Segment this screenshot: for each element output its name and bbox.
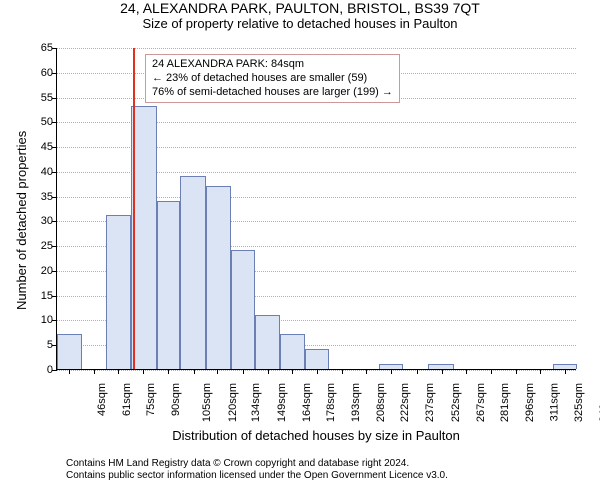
x-tick-label: 325sqm (573, 381, 585, 422)
x-tick (540, 369, 541, 374)
x-tick-label: 164sqm (301, 381, 313, 422)
x-tick (143, 369, 144, 374)
y-tick-label: 40 (41, 166, 57, 178)
x-tick-label: 252sqm (450, 381, 462, 422)
marker-line (133, 48, 135, 369)
x-tick-label: 208sqm (375, 381, 387, 422)
x-tick-label: 90sqm (170, 381, 182, 416)
y-tick-label: 10 (41, 314, 57, 326)
histogram-bar (255, 315, 280, 369)
x-tick-label: 75sqm (145, 381, 157, 416)
x-tick-label: 311sqm (549, 381, 561, 421)
x-tick-label: 296sqm (524, 381, 536, 422)
x-tick (217, 369, 218, 374)
chart-subtitle: Size of property relative to detached ho… (0, 16, 600, 31)
x-tick (69, 369, 70, 374)
x-tick (268, 369, 269, 374)
x-tick (118, 369, 119, 374)
x-tick (342, 369, 343, 374)
histogram-bar (157, 201, 181, 369)
x-tick-label: 134sqm (251, 381, 263, 422)
x-tick-label: 267sqm (475, 381, 487, 422)
plot-area: 0510152025303540455055606546sqm61sqm75sq… (56, 48, 576, 370)
histogram-bar (180, 176, 205, 369)
x-tick (292, 369, 293, 374)
x-tick-label: 149sqm (276, 381, 288, 422)
x-tick-label: 105sqm (202, 381, 214, 422)
x-tick-label: 222sqm (399, 381, 411, 422)
y-tick-label: 30 (41, 215, 57, 227)
x-tick-label: 281sqm (499, 381, 511, 422)
x-tick (466, 369, 467, 374)
x-tick-label: 61sqm (121, 381, 133, 416)
y-tick-label: 45 (41, 141, 57, 153)
y-tick-label: 0 (47, 364, 57, 376)
histogram-bar (131, 106, 156, 369)
chart-container: 24, ALEXANDRA PARK, PAULTON, BRISTOL, BS… (0, 0, 600, 500)
x-tick (442, 369, 443, 374)
x-tick (194, 369, 195, 374)
x-tick (94, 369, 95, 374)
x-tick-label: 193sqm (350, 381, 362, 422)
histogram-bar (206, 186, 231, 369)
x-tick-label: 237sqm (424, 381, 436, 422)
annotation-box: 24 ALEXANDRA PARK: 84sqm← 23% of detache… (145, 54, 400, 103)
x-tick (317, 369, 318, 374)
histogram-bar (106, 215, 131, 369)
footer-line: Contains HM Land Registry data © Crown c… (66, 458, 600, 470)
x-tick (243, 369, 244, 374)
x-tick (417, 369, 418, 374)
y-tick-label: 5 (47, 339, 57, 351)
x-tick (391, 369, 392, 374)
y-tick-label: 50 (41, 116, 57, 128)
annotation-line: 76% of semi-detached houses are larger (… (152, 86, 393, 100)
y-tick-label: 60 (41, 67, 57, 79)
y-tick-label: 15 (41, 290, 57, 302)
x-tick (565, 369, 566, 374)
histogram-bar (305, 349, 329, 369)
x-tick-label: 120sqm (227, 381, 239, 422)
footer: Contains HM Land Registry data © Crown c… (66, 458, 600, 482)
x-tick (168, 369, 169, 374)
y-tick-label: 65 (41, 42, 57, 54)
footer-line: Contains public sector information licen… (66, 470, 600, 482)
y-tick-label: 35 (41, 191, 57, 203)
y-tick-label: 20 (41, 265, 57, 277)
x-tick (366, 369, 367, 374)
annotation-line: 24 ALEXANDRA PARK: 84sqm (152, 58, 393, 72)
chart-title: 24, ALEXANDRA PARK, PAULTON, BRISTOL, BS… (0, 0, 600, 16)
x-tick-label: 178sqm (325, 381, 337, 422)
histogram-bar (280, 334, 305, 369)
y-tick-label: 55 (41, 92, 57, 104)
x-tick (491, 369, 492, 374)
x-tick-label: 46sqm (96, 381, 108, 416)
annotation-line: ← 23% of detached houses are smaller (59… (152, 72, 393, 86)
y-tick-label: 25 (41, 240, 57, 252)
x-tick (516, 369, 517, 374)
x-axis-label: Distribution of detached houses by size … (56, 428, 576, 443)
histogram-bar (231, 250, 255, 369)
histogram-bar (57, 334, 82, 369)
y-axis-label: Number of detached properties (14, 131, 29, 310)
